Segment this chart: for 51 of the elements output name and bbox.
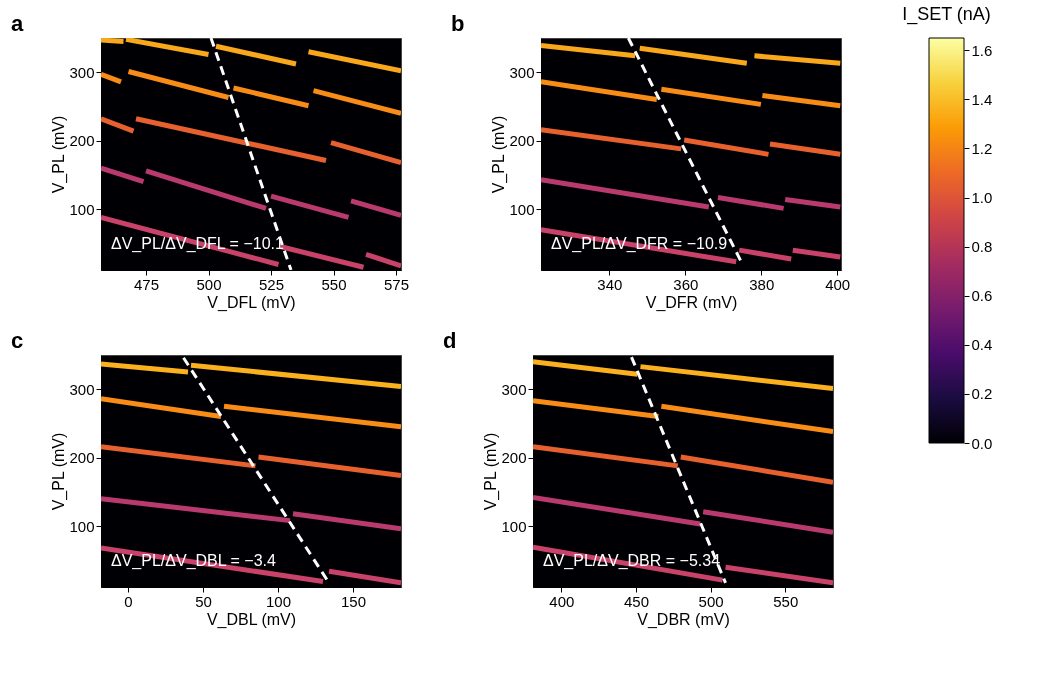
- color-bar-title: I_SET (nA): [902, 3, 991, 25]
- y-tick-label: 100: [69, 200, 95, 218]
- y-tick-label: 100: [501, 517, 527, 535]
- chart-title: d: [442, 328, 457, 353]
- x-tick-label: 550: [321, 275, 347, 293]
- y-tick-label: 200: [509, 132, 535, 150]
- y-axis-title: V_PL (mV): [50, 115, 69, 194]
- x-tick-label: 400: [825, 275, 851, 293]
- x-tick-label: 500: [196, 275, 222, 293]
- color-bar-label: 0.2: [971, 385, 993, 403]
- x-tick-label: 0: [124, 592, 133, 610]
- x-tick-label: 575: [383, 275, 410, 293]
- x-tick-label: 525: [258, 275, 285, 293]
- x-tick-label: 100: [265, 592, 292, 610]
- x-tick-label: 150: [340, 592, 367, 610]
- y-tick-label: 100: [509, 200, 535, 218]
- x-tick-label: 450: [623, 592, 649, 610]
- y-tick-label: 200: [69, 449, 95, 467]
- color-bar-label: 1.6: [971, 41, 993, 59]
- color-bar-label: 0.4: [971, 336, 993, 354]
- y-tick-label: 300: [509, 63, 535, 81]
- y-tick-label: 200: [501, 449, 527, 467]
- chart-title: a: [10, 11, 24, 36]
- chart-title: b: [450, 11, 465, 36]
- x-tick-label: 50: [195, 592, 212, 610]
- color-bar-label: 0.0: [971, 434, 993, 452]
- x-axis-title: V_DBR (mV): [637, 610, 730, 629]
- color-bar-label: 1.4: [971, 90, 993, 108]
- color-bar-label: 0.6: [971, 287, 993, 305]
- color-bar-label: 0.8: [971, 238, 993, 256]
- x-tick-label: 475: [133, 275, 160, 293]
- x-tick-label: 360: [673, 275, 699, 293]
- x-axis-title: V_DBL (mV): [206, 610, 297, 629]
- x-tick-label: 400: [549, 592, 575, 610]
- y-tick-label: 300: [501, 380, 527, 398]
- x-tick-label: 500: [698, 592, 724, 610]
- x-axis-title: V_DFL (mV): [207, 293, 296, 312]
- color-bar-label: 1.2: [971, 139, 993, 157]
- y-tick-label: 200: [69, 132, 95, 150]
- x-tick-label: 340: [597, 275, 623, 293]
- y-tick-label: 300: [69, 63, 95, 81]
- y-axis-title: V_PL (mV): [490, 115, 509, 194]
- chart-title: c: [10, 328, 24, 353]
- y-tick-label: 100: [69, 517, 95, 535]
- y-axis-title: V_PL (mV): [482, 432, 501, 511]
- y-axis-title: V_PL (mV): [50, 432, 69, 511]
- x-tick-label: 380: [749, 275, 775, 293]
- x-axis-title: V_DFR (mV): [645, 293, 738, 312]
- color-bar-label: 1.0: [971, 189, 993, 207]
- y-tick-label: 300: [69, 380, 95, 398]
- x-tick-label: 550: [773, 592, 799, 610]
